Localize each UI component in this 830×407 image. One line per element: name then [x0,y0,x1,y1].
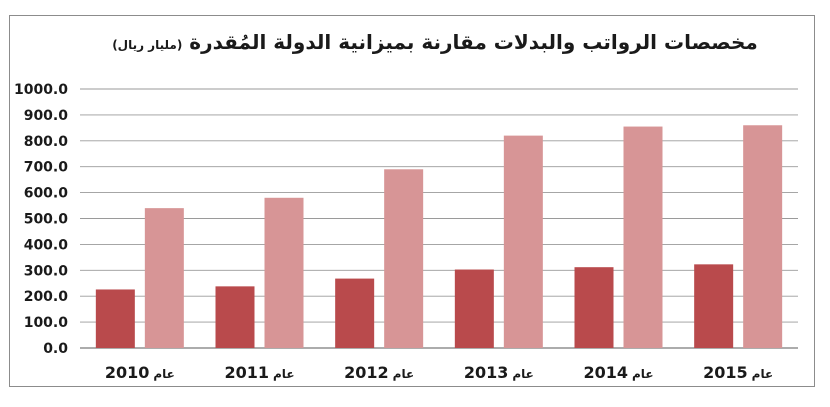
chart-title: مخصصات الرواتب والبدلات مقارنة بميزانية … [60,30,810,54]
y-tick-label: 900.0 [24,108,69,124]
y-tick-label: 200.0 [24,289,69,305]
y-tick-label: 700.0 [24,160,69,176]
x-axis-labels: 2010 عام 2011 عام 2012 عام 2013 عام 2014 عام 2015 ع… [105,363,773,382]
x-tick-label: 2011 عام [224,363,294,382]
chart-title-unit: (مليار ريال) [112,38,183,52]
bar-series-2 [743,125,783,348]
y-tick-label: 400.0 [24,237,69,253]
y-tick-label: 100.0 [24,315,69,331]
bar-series-2 [503,135,543,348]
bar-series-2 [144,208,184,348]
bar-series-2 [264,197,304,348]
bar-series-1 [215,286,255,348]
y-tick-label: 0.0 [43,341,68,357]
y-tick-label: 500.0 [24,212,69,228]
y-tick-label: 1000.0 [14,82,68,98]
y-tick-label: 600.0 [24,186,69,202]
y-tick-label: 300.0 [24,263,69,279]
x-tick-label: 2013 عام [464,363,534,382]
bar-series-2 [384,169,424,348]
gridlines [80,88,798,349]
chart-title-main: مخصصات الرواتب والبدلات مقارنة بميزانية … [189,30,758,54]
x-tick-label: 2012 عام [344,363,414,382]
bars [95,125,783,349]
bar-series-1 [95,289,135,348]
bar-series-1 [335,278,375,348]
bar-series-1 [574,267,614,348]
y-axis-ticks: 0.0 100.0 200.0 300.0 400.0 500.0 600.0 700.0 80… [14,82,68,357]
bar-series-2 [623,126,663,349]
bar-series-1 [454,269,494,348]
y-tick-label: 800.0 [24,134,69,150]
bar-series-1 [694,264,734,348]
x-tick-label: 2014 عام [583,363,653,382]
x-tick-label: 2010 عام [105,363,175,382]
x-tick-label: 2015 عام [703,363,773,382]
